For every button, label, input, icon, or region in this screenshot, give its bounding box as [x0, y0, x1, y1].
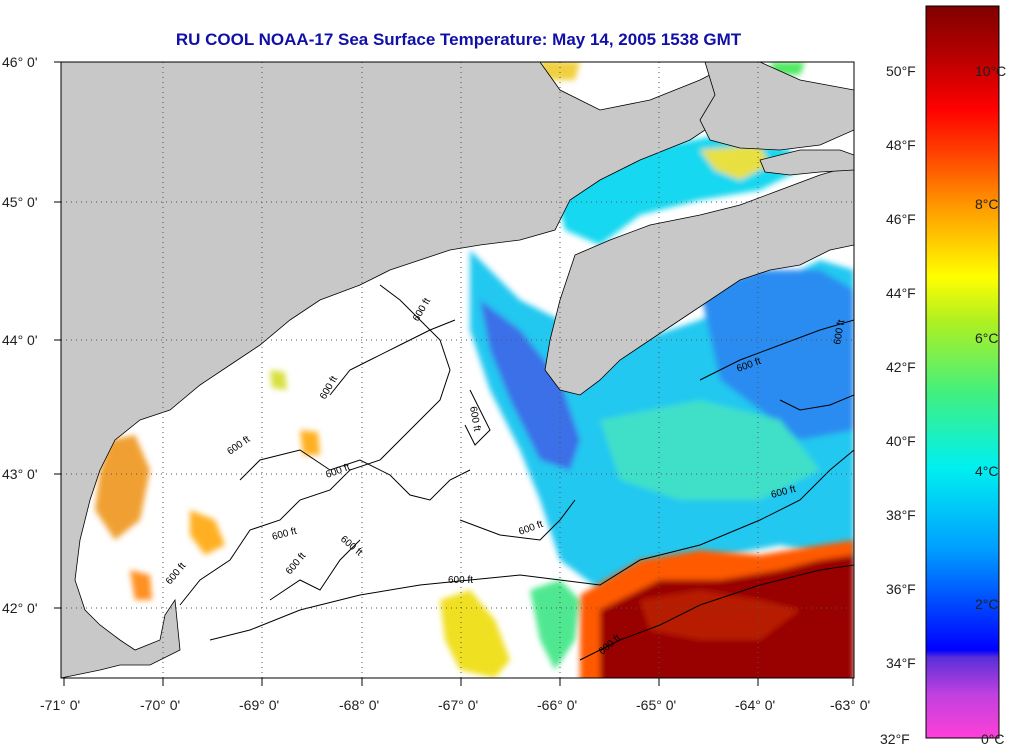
scale-label-f: 48°F	[886, 137, 916, 153]
lon-label: -69° 0'	[239, 697, 279, 713]
lat-label: 44° 0'	[2, 332, 38, 348]
scale-label-f: 46°F	[886, 211, 916, 227]
contour-label: 600 ft	[832, 319, 847, 346]
graticule	[61, 62, 854, 678]
fahrenheit-labels: 50°F 48°F 46°F 44°F 42°F 40°F 38°F 36°F …	[880, 63, 916, 747]
scale-label-c: 4°C	[975, 463, 999, 479]
scale-label-f: 32°F	[880, 731, 910, 747]
lat-label: 45° 0'	[2, 194, 38, 210]
lon-label: -65° 0'	[636, 697, 676, 713]
lat-label: 46° 0'	[2, 54, 38, 70]
sst-warm-field	[530, 540, 854, 678]
scale-label-f: 40°F	[886, 433, 916, 449]
color-scale-bar	[925, 5, 1000, 739]
scale-label-c: 10°C	[975, 63, 1006, 79]
lon-label: -63° 0'	[830, 697, 870, 713]
lon-label: -68° 0'	[339, 697, 379, 713]
contour-label: 600 ft	[448, 575, 473, 586]
scale-label-f: 34°F	[886, 655, 916, 671]
map-title: RU COOL NOAA-17 Sea Surface Temperature:…	[175, 30, 742, 49]
contour-label: 600 ft	[467, 406, 482, 433]
scale-label-f: 38°F	[886, 507, 916, 523]
lon-label: -64° 0'	[735, 697, 775, 713]
longitude-labels: -71° 0' -70° 0' -69° 0' -68° 0' -67° 0' …	[40, 697, 870, 713]
scale-label-c: 0°C	[981, 731, 1005, 747]
lon-label: -71° 0'	[40, 697, 80, 713]
celsius-labels: 10°C 8°C 6°C 4°C 2°C 0°C	[975, 63, 1006, 747]
scale-label-f: 42°F	[886, 359, 916, 375]
lon-label: -66° 0'	[537, 697, 577, 713]
lat-label: 42° 0'	[2, 600, 38, 616]
scale-label-c: 8°C	[975, 196, 999, 212]
lat-label: 43° 0'	[2, 466, 38, 482]
axis-ticks	[54, 61, 854, 686]
scale-label-f: 50°F	[886, 63, 916, 79]
lon-label: -67° 0'	[438, 697, 478, 713]
lon-label: -70° 0'	[140, 697, 180, 713]
bathymetry-contours	[179, 284, 854, 661]
scale-label-f: 36°F	[886, 581, 916, 597]
land-mask	[61, 62, 854, 678]
latitude-labels: 46° 0' 45° 0' 44° 0' 43° 0' 42° 0'	[2, 54, 38, 616]
scale-label-f: 44°F	[886, 285, 916, 301]
plot-frame	[60, 61, 855, 679]
scale-label-c: 6°C	[975, 330, 999, 346]
scale-label-c: 2°C	[975, 596, 999, 612]
color-gradient	[925, 5, 1000, 739]
